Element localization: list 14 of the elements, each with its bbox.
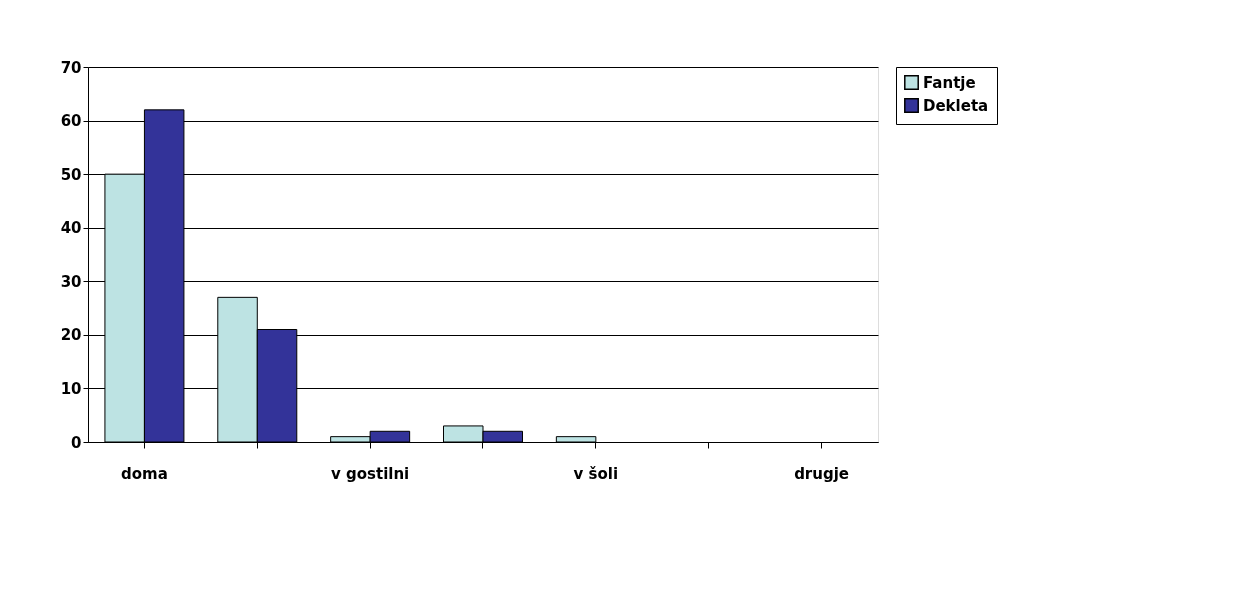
legend-label: Fantje bbox=[923, 73, 976, 92]
x-tick-label: v šoli bbox=[573, 464, 619, 483]
legend-label: Dekleta bbox=[923, 96, 989, 115]
y-tick-label: 30 bbox=[60, 272, 82, 291]
x-tick-label: drugje bbox=[794, 464, 850, 483]
y-tick-label: 20 bbox=[60, 326, 82, 345]
y-tick-label: 70 bbox=[60, 58, 82, 77]
y-tick-label: 60 bbox=[60, 112, 82, 131]
y-tick-label: 10 bbox=[60, 379, 82, 398]
x-tick-label: doma bbox=[121, 464, 168, 483]
y-tick-label: 40 bbox=[60, 219, 82, 238]
y-tick-label: 50 bbox=[60, 165, 82, 184]
y-tick-label: 0 bbox=[71, 433, 82, 452]
x-tick-label: v gostilni bbox=[331, 464, 410, 483]
